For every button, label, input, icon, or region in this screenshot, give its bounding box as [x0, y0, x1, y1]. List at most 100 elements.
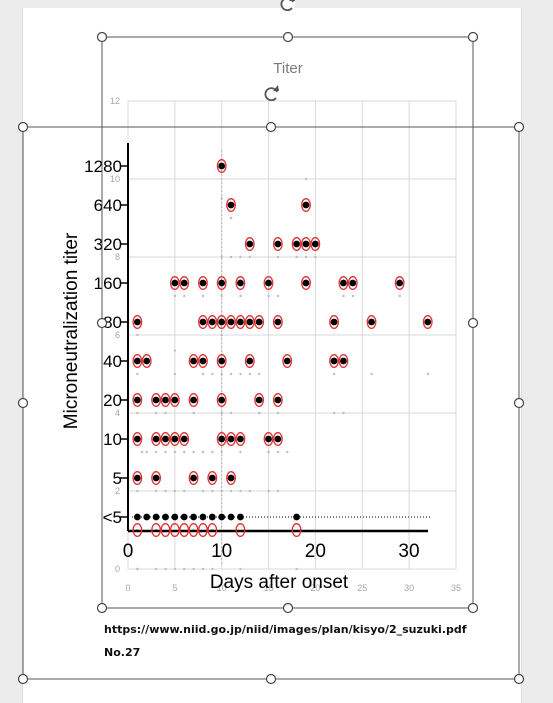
data-point — [143, 513, 151, 521]
series-point — [342, 294, 345, 298]
series-point — [276, 489, 280, 493]
y-axis-label: Microneutralization titer — [61, 232, 82, 429]
series-point — [248, 489, 252, 493]
resize-handle[interactable] — [467, 31, 479, 43]
data-point — [208, 513, 216, 521]
data-point — [368, 318, 375, 326]
series-point — [211, 450, 214, 454]
rotate-icon[interactable] — [280, 0, 295, 12]
data-point-outline — [291, 523, 302, 537]
series-point — [398, 294, 401, 298]
data-point — [218, 435, 226, 443]
data-point — [162, 435, 169, 443]
series-point — [314, 255, 317, 259]
resize-handle[interactable] — [513, 121, 525, 133]
data-point — [349, 279, 357, 287]
data-point-outline — [207, 471, 218, 485]
resize-handle[interactable] — [17, 397, 29, 409]
data-point-outline — [282, 354, 293, 368]
data-point-outline — [272, 315, 283, 329]
data-point-outline — [244, 237, 255, 251]
resize-handle[interactable] — [513, 397, 525, 409]
data-point — [190, 474, 197, 482]
resize-handle[interactable] — [17, 673, 29, 685]
resize-handle[interactable] — [265, 673, 277, 685]
rotate-icon-arc — [280, 0, 294, 12]
series-point — [229, 255, 233, 259]
resize-handle[interactable] — [282, 602, 294, 614]
data-point — [265, 279, 272, 287]
series-point — [258, 372, 261, 376]
data-point-outline — [301, 276, 311, 290]
data-point-outline — [244, 354, 255, 368]
data-point-outline — [216, 159, 227, 173]
resize-handle[interactable] — [96, 31, 108, 43]
chart-selection-frame[interactable] — [101, 36, 474, 609]
data-point-outline — [132, 393, 143, 407]
rotate-icon[interactable] — [264, 85, 279, 102]
resize-handle[interactable] — [96, 317, 108, 329]
resize-handle[interactable] — [467, 317, 479, 329]
data-point-outline — [272, 393, 283, 407]
data-point-outline — [188, 523, 199, 537]
data-point-outline — [132, 354, 143, 368]
data-point-outline — [188, 471, 199, 485]
data-point-outline — [151, 523, 162, 537]
data-point-outline — [151, 432, 162, 446]
titer-scatter-figure[interactable]: <5 5 10 20 40 80 160 320 640 1280 0 10 20 30 — [84, 143, 433, 565]
series-point — [229, 216, 233, 220]
data-point-outline — [169, 393, 180, 407]
series-point — [173, 489, 177, 493]
data-point-outline — [301, 198, 311, 212]
selection-frames[interactable] — [17, 0, 525, 685]
data-point — [171, 279, 179, 287]
data-point — [152, 513, 160, 521]
x-tick-label: 10 — [217, 583, 227, 593]
data-point-outline — [216, 393, 227, 407]
resize-handle[interactable] — [265, 121, 277, 133]
data-point — [199, 279, 207, 287]
resize-handle[interactable] — [467, 602, 479, 614]
source-number: No.27 — [104, 646, 141, 659]
data-point — [237, 435, 244, 443]
data-point — [227, 318, 235, 326]
data-point-outline — [132, 523, 143, 537]
data-point-outline — [329, 354, 340, 368]
data-point — [180, 513, 188, 521]
resize-handle[interactable] — [513, 673, 525, 685]
data-point — [218, 513, 226, 521]
series-point — [173, 450, 177, 454]
data-point — [302, 240, 310, 248]
data-point-outline — [151, 393, 162, 407]
series-point — [239, 489, 242, 493]
y-tick-label: 80 — [103, 313, 122, 332]
series-point — [276, 255, 280, 259]
resize-handle[interactable] — [282, 31, 294, 43]
data-point — [237, 279, 244, 287]
source-url: https://www.niid.go.jp/niid/images/plan/… — [104, 623, 467, 636]
data-point — [255, 396, 263, 404]
data-point — [218, 279, 226, 287]
x-tick-label: 10 — [211, 541, 232, 562]
data-point-outline — [179, 432, 190, 446]
data-point-outline — [207, 523, 218, 537]
resize-handle[interactable] — [96, 602, 108, 614]
data-point-outline — [197, 276, 208, 290]
data-point — [293, 240, 300, 248]
data-point-outline — [254, 393, 265, 407]
series-point — [164, 411, 167, 415]
series-point — [183, 489, 186, 493]
data-point-outline — [207, 315, 218, 329]
data-point-outline — [422, 315, 433, 329]
y-tick-label: 20 — [103, 391, 122, 410]
data-point — [246, 318, 254, 326]
series-point — [154, 567, 158, 571]
data-point — [218, 318, 226, 326]
data-point — [190, 357, 197, 365]
data-point-outline — [141, 354, 152, 368]
data-point — [162, 513, 169, 521]
series-point — [154, 450, 158, 454]
x-tick-label: 15 — [264, 583, 274, 593]
resize-handle[interactable] — [17, 121, 29, 133]
x-tick-label: 30 — [404, 583, 414, 593]
